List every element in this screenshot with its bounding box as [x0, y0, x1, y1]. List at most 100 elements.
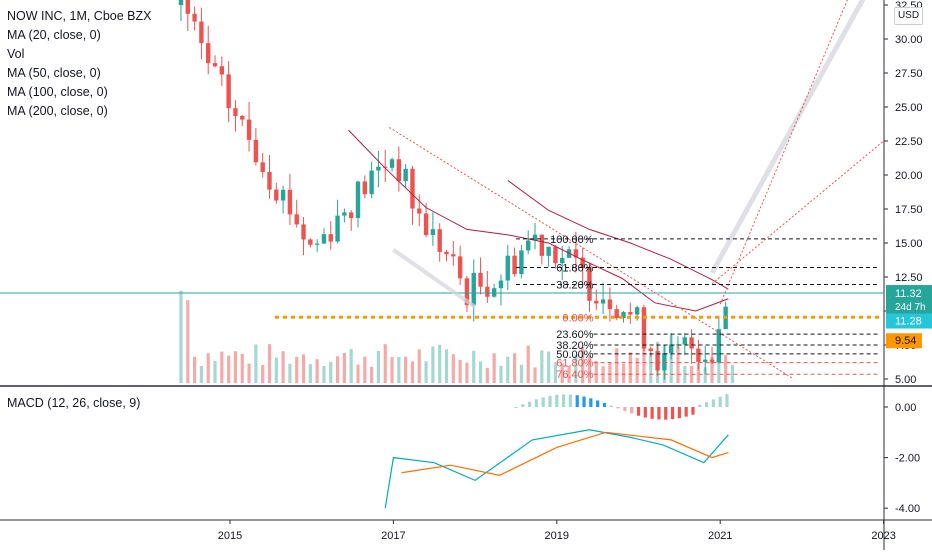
- macd-line: [384, 429, 729, 509]
- volume-bar: [186, 300, 190, 383]
- time-tick-label: 2015: [218, 530, 242, 542]
- volume-bar: [281, 351, 285, 383]
- volume-bar: [519, 364, 523, 383]
- candle-body: [444, 251, 449, 255]
- indicator-ma50[interactable]: MA (50, close, 0): [7, 66, 101, 80]
- macd-histogram-bar: [657, 407, 661, 420]
- macd-histogram-bar: [725, 394, 729, 407]
- candle-body: [206, 43, 211, 64]
- macd-histogram-bar: [623, 407, 627, 412]
- volume-bar: [322, 366, 326, 383]
- macd-legend[interactable]: MACD (12, 26, close, 9): [7, 396, 141, 410]
- candle-body: [376, 166, 381, 171]
- macd-tick-label: 0.00: [895, 402, 916, 414]
- volume-bar: [206, 353, 210, 383]
- candle-body: [226, 74, 231, 109]
- volume-bar: [390, 357, 394, 383]
- candle-body: [267, 172, 272, 190]
- fib-level-label: 61.80%: [556, 262, 594, 274]
- candle-body: [600, 299, 606, 304]
- candle-body: [240, 115, 245, 120]
- macd-histogram-bar: [616, 407, 620, 409]
- volume-bar: [615, 348, 619, 383]
- candle-body: [192, 13, 197, 22]
- candle-body: [662, 353, 667, 371]
- candle-body: [199, 21, 204, 44]
- candle-body: [641, 307, 647, 349]
- price-tick-label: 15.00: [895, 238, 923, 250]
- price-badge-text: 11.32: [895, 288, 922, 300]
- volume-bar: [628, 352, 632, 383]
- volume-bar: [301, 354, 306, 383]
- macd-histogram-bar: [684, 407, 688, 417]
- indicator-ma100[interactable]: MA (100, close, 0): [7, 85, 108, 99]
- price-badge-text: 9.54: [895, 335, 916, 347]
- candle-body: [634, 307, 640, 315]
- volume-bar: [717, 354, 721, 383]
- volume-bar: [220, 351, 224, 383]
- symbol-title[interactable]: NOW INC, 1M, Cboe BZX: [7, 9, 152, 23]
- projection-dotted: [711, 140, 884, 285]
- candle-body: [696, 348, 701, 362]
- candle-body: [573, 249, 579, 258]
- candle-body: [709, 359, 715, 363]
- candle-body: [655, 351, 660, 371]
- candle-body: [526, 240, 531, 251]
- candle-body: [546, 246, 551, 256]
- volume-bar: [274, 357, 278, 383]
- candle-body: [580, 257, 585, 268]
- volume-bar: [376, 350, 381, 383]
- volume-bar: [417, 349, 421, 383]
- macd-histogram-bar: [555, 394, 559, 407]
- volume-bar: [247, 363, 251, 383]
- candle-body: [430, 229, 436, 236]
- macd-histogram-bar: [718, 396, 722, 407]
- time-tick-label: 2017: [381, 530, 405, 542]
- volume-bar: [451, 354, 455, 383]
- macd-histogram-bar: [575, 395, 579, 407]
- price-tick-label: 25.00: [895, 102, 923, 114]
- indicator-ma20[interactable]: MA (20, close, 0): [7, 28, 101, 42]
- macd-histogram-bar: [514, 407, 518, 408]
- macd-tick-label: -4.00: [895, 503, 920, 515]
- trend-line: [389, 126, 794, 380]
- volume-bar: [526, 345, 530, 383]
- indicator-ma200[interactable]: MA (200, close, 0): [7, 104, 108, 118]
- volume-bar: [424, 361, 428, 383]
- macd-histogram-bar: [670, 407, 675, 420]
- volume-bar: [540, 350, 544, 383]
- candle-body: [478, 272, 483, 287]
- volume-bar: [404, 356, 408, 383]
- candle-body: [287, 189, 293, 215]
- macd-histogram-bar: [691, 407, 695, 415]
- volume-bar: [485, 367, 489, 383]
- candle-body: [383, 166, 388, 168]
- volume-bar: [227, 355, 231, 383]
- price-tick-label: 30.00: [895, 34, 923, 46]
- candle-body: [716, 329, 722, 363]
- volume-bar: [703, 367, 707, 383]
- chart-legend: NOW INC, 1M, Cboe BZX MA (20, close, 0) …: [7, 7, 151, 121]
- currency-badge[interactable]: USD: [894, 7, 923, 25]
- volume-bar: [383, 344, 387, 383]
- macd-histogram-bar: [664, 407, 668, 420]
- candle-body: [219, 66, 225, 75]
- candle-body: [274, 189, 279, 201]
- candle-body: [689, 337, 694, 349]
- fib-level-label: 23.60%: [556, 329, 594, 341]
- volume-bar: [649, 352, 653, 383]
- price-tick-label: 17.50: [895, 204, 923, 216]
- candle-body: [321, 234, 327, 244]
- candle-body: [423, 213, 429, 236]
- moving-average-line: [507, 180, 729, 290]
- moving-average-line: [348, 129, 729, 312]
- macd-histogram-bar: [596, 400, 600, 407]
- volume-bar: [349, 349, 353, 383]
- indicator-vol[interactable]: Vol: [7, 47, 25, 61]
- macd-histogram-bar: [636, 407, 641, 416]
- candle-body: [301, 224, 306, 240]
- volume-bar: [410, 361, 415, 383]
- candle-body: [491, 288, 497, 297]
